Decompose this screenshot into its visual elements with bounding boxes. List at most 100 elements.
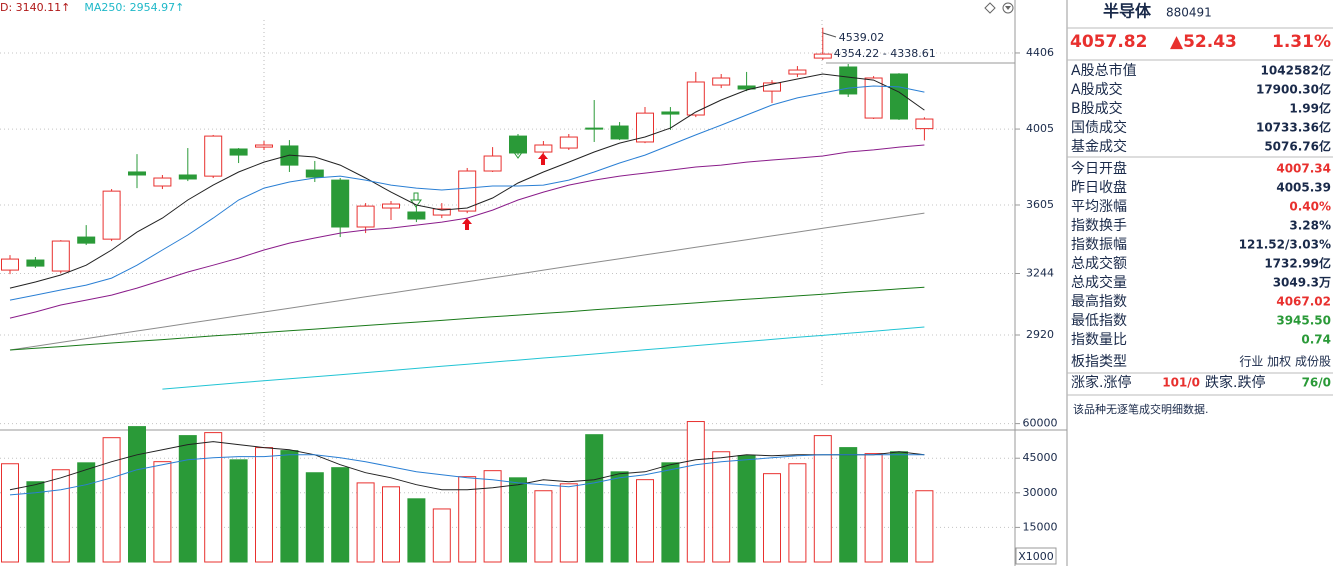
row-value: 5076.76亿 — [1264, 139, 1331, 154]
annotation: 4539.02 — [839, 31, 885, 44]
icon[interactable] — [1002, 2, 1014, 14]
volume-bar — [890, 451, 908, 563]
volume-bar — [382, 486, 400, 563]
volume-bar — [407, 498, 426, 563]
candle-body — [407, 211, 426, 220]
candle-body — [178, 174, 197, 180]
candle-body — [686, 81, 705, 116]
annotation-leader — [822, 32, 837, 38]
row-value: 行业 加权 成份股 — [1239, 355, 1331, 369]
candle-body — [839, 66, 858, 95]
candle-body — [102, 190, 121, 240]
row-value: 4067.02 — [1276, 295, 1331, 309]
row-value: 4007.34 — [1276, 162, 1331, 176]
y-tick-label: 45000 — [1023, 451, 1058, 464]
volume-bar — [458, 476, 477, 563]
row-label: 总成交额 — [1071, 255, 1127, 272]
volume-bar — [305, 472, 324, 563]
volume-bar — [788, 463, 807, 563]
volume-bar — [864, 453, 883, 563]
row-label: 指数量比 — [1071, 332, 1127, 348]
annotation: 4354.22 - 4338.61 — [834, 47, 936, 60]
row-label: 指数换手 — [1071, 217, 1127, 234]
candle-body — [51, 240, 70, 272]
candle-body — [458, 170, 477, 212]
ma-line — [9, 286, 925, 351]
candle-body — [77, 236, 96, 244]
breadth-label: 跌家.跌停 — [1205, 374, 1265, 391]
legend-entry: MA250: 2954.97↑ — [84, 1, 184, 14]
row-label: 基金成交 — [1071, 138, 1127, 155]
row-label: 最低指数 — [1071, 313, 1127, 329]
row-value: 0.40% — [1289, 200, 1331, 214]
ma-line — [9, 73, 925, 289]
change-pct: 1.31% — [1272, 32, 1331, 52]
volume-bar — [509, 477, 527, 563]
ma-line — [9, 85, 925, 301]
y-tick-label: 30000 — [1023, 486, 1058, 499]
signal-arrow — [538, 153, 548, 165]
volume-bar — [915, 490, 934, 563]
candle-body — [26, 259, 45, 267]
volume-bar — [585, 434, 604, 563]
candle-body — [610, 125, 629, 140]
row-label: A股总市值 — [1071, 62, 1137, 79]
breadth-label: 涨家.涨停 — [1071, 374, 1131, 391]
candle-body — [890, 73, 908, 120]
candle-body — [331, 179, 350, 228]
candle-body — [915, 118, 934, 130]
row-value: 3945.50 — [1276, 314, 1331, 328]
row-label: 今日开盘 — [1071, 160, 1127, 177]
ma-line — [9, 454, 925, 496]
volume-bar — [280, 450, 299, 563]
legend-entry: D: 3140.11↑ — [0, 1, 70, 14]
y-tick-label: 3605 — [1026, 198, 1054, 211]
volume-bar — [51, 469, 70, 563]
price: 4057.82 — [1070, 32, 1147, 52]
volume-bar — [712, 451, 731, 563]
candle-body — [661, 111, 680, 115]
candle-body — [813, 53, 832, 59]
y-tick-label: 2920 — [1026, 328, 1054, 341]
y-tick-label: 4406 — [1026, 46, 1054, 59]
candle-body — [737, 85, 756, 90]
row-value: 1732.99亿 — [1264, 256, 1331, 271]
volume-bar — [178, 435, 197, 563]
volume-bar — [153, 461, 172, 563]
row-value: 1042582亿 — [1261, 63, 1331, 78]
volume-bar — [686, 421, 705, 563]
candle-body — [763, 82, 781, 92]
icon[interactable] — [984, 2, 996, 14]
volume-bar — [77, 462, 96, 563]
candle-body — [128, 171, 146, 176]
ma-line — [162, 326, 925, 390]
candle-body — [1, 258, 19, 271]
row-label: 总成交量 — [1071, 274, 1127, 291]
breadth-value: 76/0 — [1302, 376, 1331, 390]
unit-label: X1000 — [1018, 550, 1054, 563]
candle-body — [432, 208, 451, 216]
volume-bar — [331, 467, 350, 563]
volume-bar — [102, 437, 121, 563]
row-label: 平均涨幅 — [1071, 199, 1127, 215]
candle-body — [585, 127, 604, 130]
volume-bar — [432, 508, 451, 563]
volume-bar — [229, 459, 248, 563]
volume-bar — [534, 490, 553, 563]
y-tick-label: 4005 — [1026, 122, 1054, 135]
ma-line — [9, 441, 925, 491]
row-value: 4005.39 — [1276, 181, 1331, 195]
row-value: 121.52/3.03% — [1239, 238, 1331, 252]
candle-body — [204, 135, 223, 177]
volume-bar — [26, 481, 45, 563]
icon — [1005, 6, 1011, 10]
volume-bar — [610, 471, 629, 563]
panel-title: 半导体 — [1103, 2, 1152, 21]
volume-bar — [483, 470, 502, 563]
candle-body — [382, 203, 400, 209]
row-value: 3049.3万 — [1273, 276, 1331, 290]
candle-body — [229, 148, 248, 156]
ma-line — [9, 144, 925, 319]
candle-body — [356, 205, 375, 228]
